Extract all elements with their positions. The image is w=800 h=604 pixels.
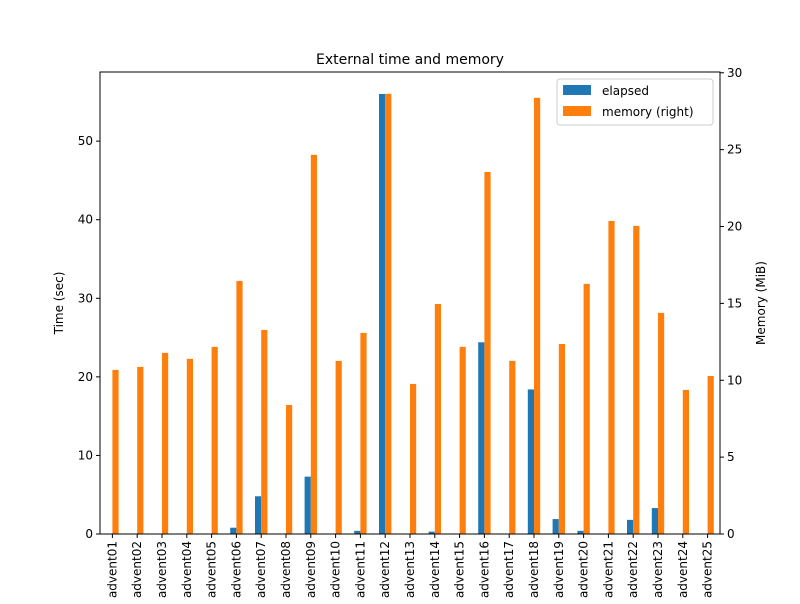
x-tick-label: advent04 xyxy=(180,541,194,598)
x-tick-label: advent03 xyxy=(155,541,169,598)
x-tick-label: advent12 xyxy=(378,541,392,598)
bar-elapsed-advent22 xyxy=(627,520,633,534)
bar-elapsed-advent09 xyxy=(305,477,311,534)
bar-memory-advent25 xyxy=(708,376,714,534)
bar-elapsed-advent12 xyxy=(379,94,385,534)
bar-memory-advent07 xyxy=(261,330,267,534)
y-axis-label-left: Time (sec) xyxy=(52,272,66,336)
y-tick-label-right: 15 xyxy=(727,296,742,310)
bar-elapsed-advent07 xyxy=(255,496,261,534)
bar-memory-advent15 xyxy=(460,347,466,534)
bar-elapsed-advent23 xyxy=(652,508,658,534)
x-tick-label: advent16 xyxy=(477,541,491,598)
x-tick-label: advent25 xyxy=(701,541,715,598)
x-tick-label: advent08 xyxy=(279,541,293,598)
x-tick-label: advent05 xyxy=(205,541,219,598)
y-tick-label-left: 30 xyxy=(78,291,93,305)
x-tick-label: advent11 xyxy=(353,541,367,598)
x-tick-label: advent22 xyxy=(626,541,640,598)
legend-label-memory: memory (right) xyxy=(602,105,694,119)
bar-memory-advent24 xyxy=(683,390,689,534)
y-tick-label-left: 50 xyxy=(78,134,93,148)
bar-memory-advent01 xyxy=(112,370,118,534)
bar-elapsed-advent06 xyxy=(230,528,236,534)
legend-swatch-elapsed xyxy=(563,85,591,95)
bar-memory-advent04 xyxy=(187,359,193,534)
bar-elapsed-advent16 xyxy=(478,342,484,534)
x-tick-label: advent01 xyxy=(105,541,119,598)
y-tick-label-right: 20 xyxy=(727,220,742,234)
y-tick-label-right: 30 xyxy=(727,66,742,80)
x-tick-label: advent10 xyxy=(329,541,343,598)
x-tick-label: advent23 xyxy=(651,541,665,598)
bar-memory-advent23 xyxy=(658,313,664,534)
bar-memory-advent13 xyxy=(410,384,416,534)
bar-memory-advent12 xyxy=(385,94,391,534)
bar-memory-advent20 xyxy=(584,284,590,534)
bar-memory-advent21 xyxy=(608,221,614,534)
x-tick-label: advent19 xyxy=(552,541,566,598)
bar-memory-advent14 xyxy=(435,304,441,534)
y-tick-label-left: 20 xyxy=(78,370,93,384)
y-axis-label-right: Memory (MiB) xyxy=(754,261,768,345)
x-tick-label: advent07 xyxy=(254,541,268,598)
bar-elapsed-advent18 xyxy=(528,389,534,534)
bar-memory-advent09 xyxy=(311,155,317,534)
x-tick-label: advent13 xyxy=(403,541,417,598)
legend-label-elapsed: elapsed xyxy=(602,84,649,98)
x-tick-label: advent09 xyxy=(304,541,318,598)
bar-memory-advent17 xyxy=(509,361,515,534)
bar-memory-advent10 xyxy=(336,361,342,534)
y-tick-label-right: 25 xyxy=(727,143,742,157)
x-tick-label: advent02 xyxy=(130,541,144,598)
x-tick-label: advent15 xyxy=(453,541,467,598)
bar-memory-advent11 xyxy=(360,333,366,534)
y-tick-label-right: 10 xyxy=(727,373,742,387)
x-tick-label: advent21 xyxy=(601,541,615,598)
bar-memory-advent22 xyxy=(633,226,639,534)
y-tick-label-left: 0 xyxy=(85,527,93,541)
y-tick-label-right: 5 xyxy=(727,450,735,464)
bar-elapsed-advent19 xyxy=(553,519,559,534)
x-tick-label: advent18 xyxy=(527,541,541,598)
bar-memory-advent08 xyxy=(286,405,292,534)
bar-memory-advent05 xyxy=(212,347,218,534)
bar-memory-advent03 xyxy=(162,353,168,534)
y-tick-label-left: 10 xyxy=(78,448,93,462)
x-tick-label: advent14 xyxy=(428,541,442,598)
y-tick-label-right: 0 xyxy=(727,527,735,541)
x-tick-label: advent20 xyxy=(577,541,591,598)
bar-memory-advent16 xyxy=(484,172,490,534)
bar-memory-advent02 xyxy=(137,367,143,534)
bar-memory-advent06 xyxy=(236,281,242,534)
x-tick-label: advent24 xyxy=(676,541,690,598)
bar-memory-advent19 xyxy=(559,344,565,534)
legend: elapsed memory (right) xyxy=(557,79,713,125)
x-tick-label: advent17 xyxy=(502,541,516,598)
chart-title: External time and memory xyxy=(316,52,504,68)
y-tick-label-left: 40 xyxy=(78,213,93,227)
legend-swatch-memory xyxy=(563,106,591,116)
x-tick-label: advent06 xyxy=(229,541,243,598)
bar-memory-advent18 xyxy=(534,98,540,534)
